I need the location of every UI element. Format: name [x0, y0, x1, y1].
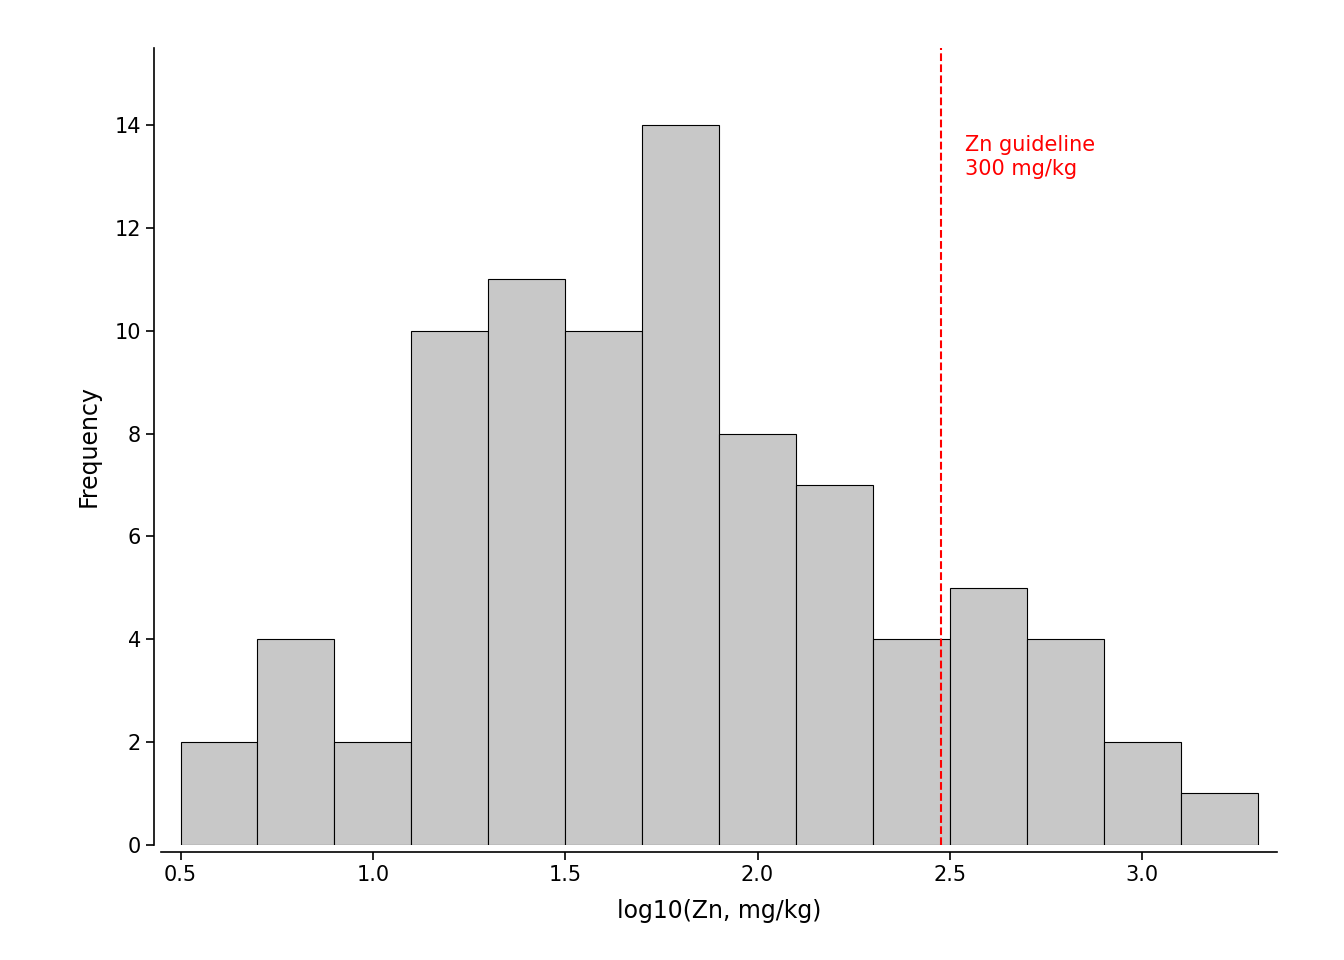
Bar — [488, 279, 566, 845]
Bar — [258, 639, 335, 845]
Bar — [950, 588, 1027, 845]
Bar — [1180, 793, 1258, 845]
Bar — [566, 331, 642, 845]
Bar — [411, 331, 488, 845]
X-axis label: log10(Zn, mg/kg): log10(Zn, mg/kg) — [617, 899, 821, 923]
Text: Zn guideline
300 mg/kg: Zn guideline 300 mg/kg — [965, 135, 1095, 179]
Bar — [872, 639, 950, 845]
Bar — [1027, 639, 1103, 845]
Bar — [796, 485, 872, 845]
Bar — [1103, 742, 1180, 845]
Y-axis label: Frequency: Frequency — [77, 385, 101, 508]
Bar — [719, 434, 796, 845]
Bar — [180, 742, 258, 845]
Bar — [642, 125, 719, 845]
Bar — [335, 742, 411, 845]
